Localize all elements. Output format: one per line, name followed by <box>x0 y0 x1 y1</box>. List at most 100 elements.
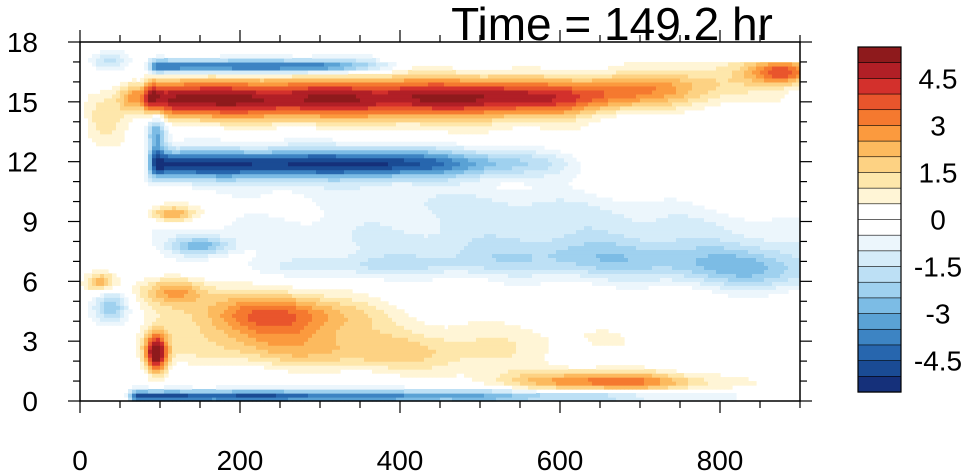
heatmap-cell <box>224 397 229 402</box>
heatmap-cell <box>324 349 329 354</box>
heatmap-cell <box>236 345 241 350</box>
heatmap-cell <box>288 81 293 87</box>
heatmap-cell <box>380 233 385 239</box>
heatmap-cell <box>344 389 349 394</box>
heatmap-cell <box>368 353 373 358</box>
heatmap-cell <box>256 57 261 63</box>
heatmap-cell <box>172 285 177 290</box>
heatmap-cell <box>332 273 337 278</box>
heatmap-cell <box>192 285 197 290</box>
heatmap-cell <box>344 185 349 191</box>
heatmap-cell <box>224 317 229 322</box>
heatmap-cell <box>152 153 157 159</box>
heatmap-cell <box>228 349 233 354</box>
heatmap-cell <box>156 353 161 358</box>
heatmap-cell <box>348 261 353 266</box>
heatmap-cell <box>376 241 381 247</box>
heatmap-cell <box>132 389 137 394</box>
heatmap-cell <box>368 189 373 195</box>
heatmap-cell <box>324 353 329 358</box>
heatmap-cell <box>368 149 373 155</box>
heatmap-cell <box>244 285 249 290</box>
heatmap-cell <box>116 117 121 123</box>
heatmap-cell <box>404 189 409 195</box>
heatmap-cell <box>308 169 313 175</box>
heatmap-cell <box>176 289 181 294</box>
heatmap-cell <box>380 117 385 123</box>
heatmap-cell <box>404 253 409 258</box>
heatmap-cell <box>328 293 333 298</box>
heatmap-cell <box>292 353 297 358</box>
heatmap-cell <box>360 161 365 167</box>
heatmap-cell <box>188 205 193 211</box>
heatmap-cell <box>348 365 353 370</box>
heatmap-cell <box>196 233 201 239</box>
heatmap-cell <box>200 341 205 346</box>
heatmap-cell <box>244 57 249 63</box>
heatmap-cell <box>376 265 381 270</box>
heatmap-cell <box>332 353 337 358</box>
heatmap-cell <box>100 93 105 99</box>
heatmap-cell <box>316 233 321 239</box>
heatmap-cell <box>232 233 237 239</box>
heatmap-cell <box>216 97 221 103</box>
heatmap-cell <box>240 313 245 318</box>
heatmap-cell <box>176 93 181 99</box>
heatmap-cell <box>220 281 225 286</box>
heatmap-cell <box>364 301 369 306</box>
heatmap-cell <box>256 173 261 179</box>
heatmap-cell <box>376 257 381 262</box>
heatmap-cell <box>328 177 333 183</box>
heatmap-cell <box>372 93 377 99</box>
heatmap-cell <box>400 149 405 155</box>
heatmap-cell <box>184 305 189 310</box>
heatmap-cell <box>192 181 197 187</box>
heatmap-cell <box>368 169 373 175</box>
heatmap-cell <box>156 397 161 402</box>
heatmap-cell <box>264 229 269 235</box>
heatmap-cell <box>324 101 329 107</box>
heatmap-cell <box>360 53 365 59</box>
heatmap-cell <box>272 157 277 163</box>
heatmap-cell <box>188 397 193 402</box>
heatmap-cell <box>276 97 281 103</box>
heatmap-cell <box>324 85 329 91</box>
heatmap-cell <box>296 81 301 87</box>
heatmap-cell <box>220 57 225 63</box>
heatmap-cell <box>260 81 265 87</box>
heatmap-cell <box>220 241 225 247</box>
heatmap-cell <box>400 353 405 358</box>
heatmap-cell <box>188 181 193 187</box>
heatmap-cell <box>248 353 253 358</box>
heatmap-cell <box>280 349 285 354</box>
heatmap-cell <box>220 169 225 175</box>
heatmap-cell <box>368 245 373 251</box>
heatmap-cell <box>224 325 229 330</box>
heatmap-cell <box>272 353 277 358</box>
heatmap-cell <box>120 313 125 318</box>
heatmap-cell <box>364 261 369 266</box>
heatmap-cell <box>300 257 305 262</box>
heatmap-cell <box>336 249 341 255</box>
heatmap-cell <box>304 337 309 342</box>
heatmap-cell <box>296 357 301 362</box>
heatmap-cell <box>312 57 317 63</box>
heatmap-cell <box>320 325 325 330</box>
heatmap-cell <box>388 201 393 207</box>
heatmap-cell <box>276 165 281 171</box>
heatmap-cell <box>212 101 217 107</box>
heatmap-cell <box>180 73 185 79</box>
heatmap-cell <box>248 77 253 83</box>
heatmap-cell <box>276 389 281 394</box>
heatmap-cell <box>376 253 381 258</box>
heatmap-cell <box>208 249 213 255</box>
heatmap-cell <box>384 141 389 147</box>
heatmap-cell <box>292 229 297 235</box>
heatmap-cell <box>100 277 105 282</box>
heatmap-cell <box>200 101 205 107</box>
heatmap-cell <box>272 233 277 239</box>
heatmap-cell <box>296 221 301 227</box>
heatmap-cell <box>272 289 277 294</box>
heatmap-cell <box>352 213 357 219</box>
heatmap-cell <box>220 385 225 390</box>
